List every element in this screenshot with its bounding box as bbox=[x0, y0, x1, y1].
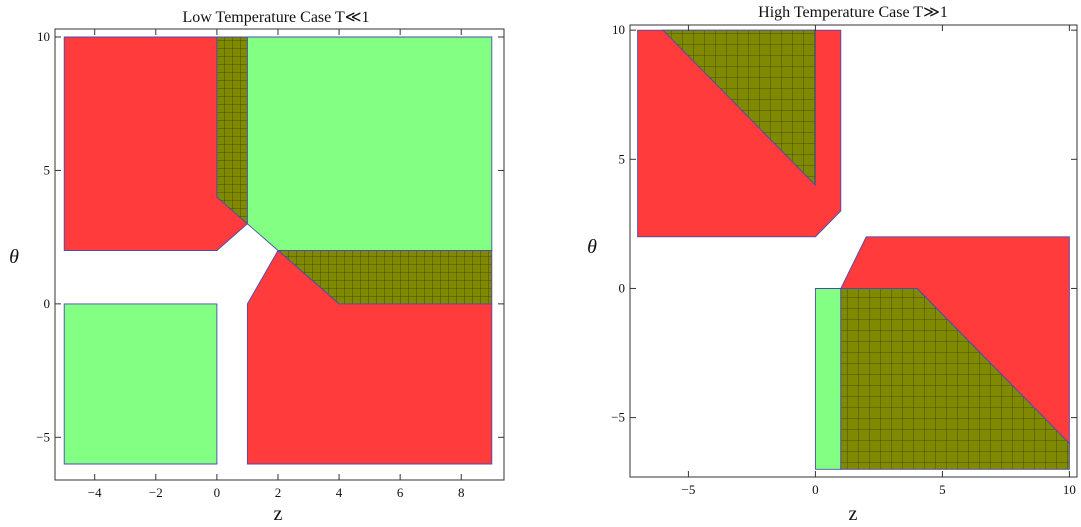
x-tick-label: −2 bbox=[149, 485, 163, 500]
region-hatch-1 bbox=[216, 36, 248, 225]
y-tick-label: −5 bbox=[36, 429, 50, 444]
region-hatch-1 bbox=[661, 29, 816, 187]
x-tick-label: 6 bbox=[397, 485, 404, 500]
region-green-5 bbox=[63, 303, 218, 465]
high-temperature-panel: High Temperature Case T≫1 −5 0 5 10 −5 0 5 10 z… bbox=[587, 4, 1078, 525]
region-green-2 bbox=[246, 36, 493, 251]
low-temperature-x-label: z bbox=[274, 503, 283, 525]
y-tick-label: 0 bbox=[619, 280, 626, 295]
high-temperature-ticks: −5 0 5 10 −5 0 5 10 bbox=[611, 22, 1077, 497]
low-temperature-panel: Low Temperature Case T≪1 −4 −2 0 2 4 6 8 −5 0 5 10… bbox=[9, 9, 505, 525]
x-tick-label: 8 bbox=[458, 485, 465, 500]
x-tick-label: 0 bbox=[812, 482, 819, 497]
high-temperature-y-label: θ bbox=[587, 236, 597, 258]
low-temperature-ticks: −4 −2 0 2 4 6 8 −5 0 5 10 bbox=[36, 29, 504, 500]
y-tick-label: 5 bbox=[619, 151, 626, 166]
x-tick-label: 0 bbox=[214, 485, 221, 500]
y-tick-label: −5 bbox=[611, 410, 625, 425]
low-temperature-y-label: θ bbox=[9, 246, 19, 268]
y-tick-label: 0 bbox=[44, 296, 51, 311]
x-tick-label: 4 bbox=[336, 485, 343, 500]
region-green-3 bbox=[814, 288, 842, 470]
high-temperature-plot-area bbox=[637, 29, 1070, 470]
x-tick-label: 5 bbox=[939, 482, 946, 497]
low-temperature-plot-area bbox=[63, 36, 493, 465]
x-tick-label: −4 bbox=[88, 485, 102, 500]
y-tick-label: 10 bbox=[612, 22, 625, 37]
x-tick-label: 10 bbox=[1063, 482, 1076, 497]
low-temperature-title: Low Temperature Case T≪1 bbox=[183, 9, 370, 26]
y-tick-label: 5 bbox=[44, 162, 51, 177]
high-temperature-x-label: z bbox=[849, 503, 858, 525]
x-tick-label: −5 bbox=[681, 482, 695, 497]
high-temperature-frame bbox=[629, 24, 1078, 478]
y-tick-label: 10 bbox=[37, 29, 50, 44]
high-temperature-title: High Temperature Case T≫1 bbox=[758, 4, 948, 21]
low-temperature-frame bbox=[54, 28, 505, 481]
region-red-4 bbox=[246, 249, 493, 465]
x-tick-label: 2 bbox=[275, 485, 282, 500]
region-hatch-4 bbox=[840, 288, 1070, 470]
